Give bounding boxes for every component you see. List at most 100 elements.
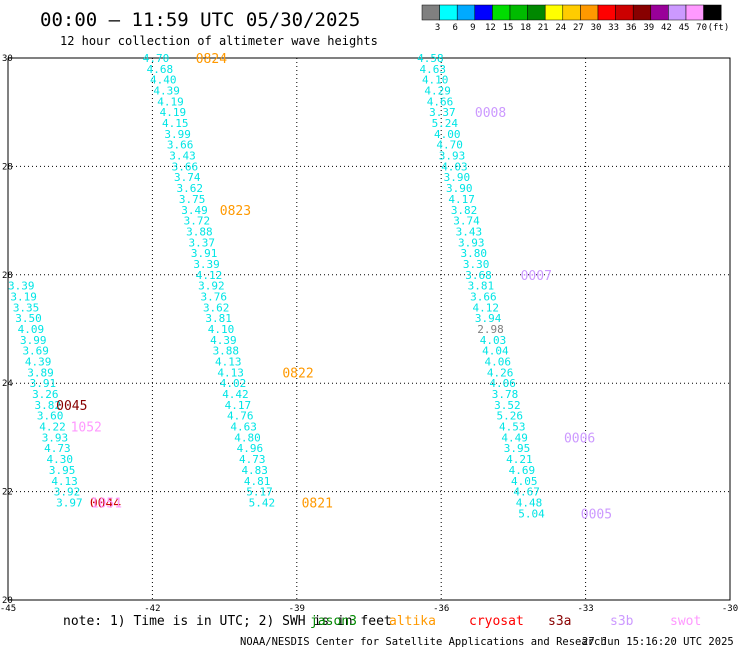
pass-labels: 0824 0823 0822 0821 0008 0007 0006 0005 0045 1052… (56, 52, 612, 522)
swh-value: 3.82 (451, 204, 478, 217)
x-tick-label: -33 (577, 604, 593, 614)
swh-value: 4.13 (217, 366, 244, 379)
colorbar-label: 3 (435, 23, 440, 33)
colorbar-label: 42 (661, 23, 672, 33)
colorbar-label: 39 (643, 23, 654, 33)
colorbar-label: 24 (555, 23, 566, 33)
swh-value: 4.09 (18, 323, 45, 336)
swh-value: 3.81 (468, 280, 495, 293)
swh-value: 4.10 (208, 323, 235, 336)
y-tick-label: 24 (2, 379, 13, 389)
footer-credit: NOAA/NESDIS Center for Satellite Applica… (240, 636, 607, 648)
colorbar-label: 6 (452, 23, 457, 33)
swh-value: 3.43 (169, 150, 196, 163)
map-title: 00:00 — 11:59 UTC 05/30/2025 (40, 9, 360, 31)
satellite-legend: jason3 altika cryosat s3a s3b swot (310, 614, 701, 629)
swh-value: 4.58 (417, 52, 444, 65)
swh-value: 4.66 (427, 95, 454, 108)
pass-label: 0821 (302, 496, 333, 511)
swh-value: 4.19 (157, 95, 184, 108)
colorbar-label: 21 (538, 23, 549, 33)
swh-value: 4.39 (25, 356, 51, 369)
swh-value: 4.22 (39, 421, 66, 434)
swh-value: 4.15 (162, 117, 189, 130)
swh-value: 3.97 (56, 496, 82, 509)
swh-value: 4.70 (143, 52, 170, 65)
swh-value: 5.04 (518, 507, 545, 520)
swh-value: 4.73 (44, 442, 71, 455)
x-tick-label: -36 (433, 604, 449, 614)
colorbar-swatch (632, 4, 652, 21)
swh-value: 4.13 (51, 475, 78, 488)
colorbar-label: 18 (520, 23, 531, 33)
swh-value: 2.98 (477, 323, 504, 336)
pass-label: 0045 (56, 399, 87, 414)
y-tick-label: 28 (2, 162, 13, 172)
swh-value: 3.62 (203, 301, 230, 314)
y-tick-label: 28 (2, 271, 13, 281)
swh-value: 4.39 (210, 334, 237, 347)
swh-value: 3.60 (37, 410, 64, 423)
swh-value: 4.30 (47, 453, 74, 466)
pass-label: 0824 (196, 52, 227, 67)
colorbar-swatch (615, 4, 634, 21)
swh-value: 4.10 (422, 74, 449, 87)
swh-value: 3.52 (494, 399, 521, 412)
colorbar-swatch (650, 4, 669, 21)
colorbar-swatch (562, 4, 581, 21)
swh-value: 3.69 (22, 345, 49, 358)
map-subtitle: 12 hour collection of altimeter wave hei… (60, 34, 378, 48)
colorbar-swatch (492, 4, 511, 21)
satellite-legend-item: swot (670, 614, 701, 629)
pass-label: 0006 (564, 431, 595, 446)
swh-tracks: 4.704.684.404.394.194.194.153.993.663.43… (8, 52, 545, 520)
colorbar-label: 12 (485, 23, 496, 33)
swh-value: 3.82 (34, 399, 61, 412)
satellite-legend-item: altika (389, 614, 436, 629)
swh-value: 3.91 (191, 247, 218, 260)
y-tick-label: 30 (2, 54, 13, 64)
swh-value: 4.39 (153, 85, 180, 98)
swh-value: 3.89 (27, 366, 54, 379)
pass-label: 0005 (581, 507, 612, 522)
colorbar-label: 9 (470, 23, 475, 33)
colorbar-swatch (703, 4, 722, 21)
swh-value: 3.94 (475, 312, 502, 325)
swh-value: 3.95 (504, 442, 530, 455)
y-axis-ticks: 30 28 28 24 22 20 (2, 54, 13, 606)
pass-label: 0044 (90, 496, 121, 511)
swh-value: 3.95 (49, 464, 75, 477)
swh-value: 3.93 (439, 150, 466, 163)
swh-value: 3.66 (470, 290, 497, 303)
swh-value: 3.37 (429, 106, 456, 119)
colorbar-swatch (439, 4, 458, 21)
swh-value: 4.03 (480, 334, 507, 347)
swh-value: 4.05 (511, 475, 538, 488)
swh-value: 4.81 (244, 475, 271, 488)
swh-value: 3.88 (186, 225, 213, 238)
swh-value: 4.69 (509, 464, 536, 477)
swh-value: 4.12 (196, 269, 223, 282)
colorbar-swatch (527, 4, 546, 21)
swh-value: 3.81 (205, 312, 232, 325)
y-tick-label: 20 (2, 596, 13, 606)
swh-value: 4.04 (482, 345, 509, 358)
colorbar-label: 45 (679, 23, 690, 33)
swh-value: 4.63 (420, 63, 447, 76)
swh-value: 4.80 (234, 431, 261, 444)
swh-value: 4.70 (436, 139, 463, 152)
colorbar-unit: (ft) (708, 23, 730, 33)
swh-value: 3.62 (176, 182, 203, 195)
colorbar-label: 30 (591, 23, 602, 33)
swh-value: 5.42 (249, 496, 276, 509)
swh-value: 3.88 (213, 345, 240, 358)
swh-value: 3.92 (54, 486, 81, 499)
swh-value: 4.26 (487, 366, 513, 379)
x-axis-ticks: -45 -42 -39 -36 -33 -30 (0, 604, 738, 614)
colorbar-label: 33 (608, 23, 619, 33)
swh-value: 3.35 (13, 301, 39, 314)
swh-value: 5.24 (432, 117, 459, 130)
pass-label: 1051 (91, 496, 122, 511)
pass-label: 0007 (521, 269, 552, 284)
swh-value: 4.12 (472, 301, 499, 314)
